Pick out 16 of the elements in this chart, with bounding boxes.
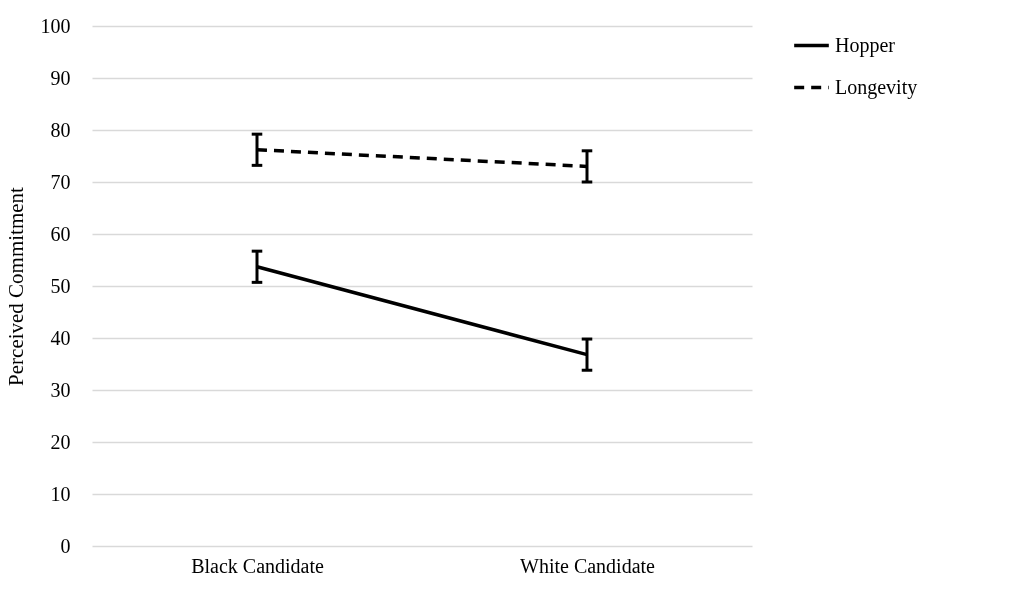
y-tick-label: 30 — [50, 378, 71, 401]
y-tick-label: 80 — [50, 118, 71, 141]
y-tick-label: 10 — [50, 482, 71, 505]
y-tick-label: 0 — [60, 534, 71, 557]
y-tick-label: 40 — [50, 326, 71, 349]
x-tick-label: White Candidate — [520, 554, 656, 577]
y-tick-label: 20 — [50, 430, 71, 453]
legend-label: Longevity — [835, 75, 918, 99]
y-tick-label: 50 — [50, 274, 71, 297]
legend-label: Hopper — [835, 33, 896, 57]
y-tick-label: 60 — [50, 222, 71, 245]
x-tick-label: Black Candidate — [191, 554, 324, 577]
y-tick-label: 70 — [50, 170, 71, 193]
y-tick-label: 100 — [40, 14, 71, 37]
y-tick-label: 90 — [50, 66, 71, 89]
y-axis-title: Perceived Commitment — [3, 186, 28, 386]
